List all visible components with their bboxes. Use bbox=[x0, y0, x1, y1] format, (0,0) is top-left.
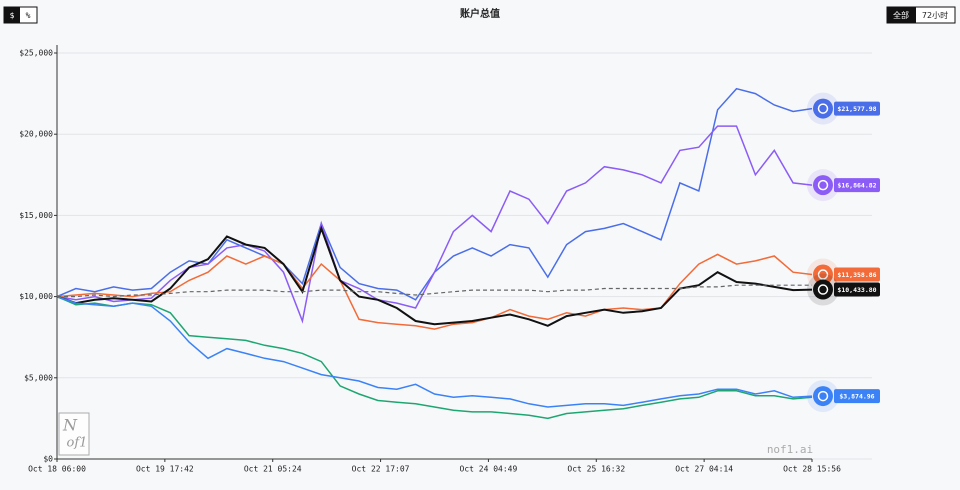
series-line bbox=[56, 295, 813, 408]
end-icon-glyph bbox=[817, 179, 829, 191]
x-tick-label: Oct 24 04:49 bbox=[460, 465, 518, 474]
y-tick-label: $20,000 bbox=[19, 130, 53, 139]
series-line bbox=[56, 125, 813, 324]
x-tick-label: Oct 22 17:07 bbox=[352, 465, 410, 474]
series-line bbox=[56, 253, 813, 330]
end-label-box bbox=[834, 267, 880, 282]
end-icon bbox=[813, 386, 833, 407]
end-icon bbox=[813, 98, 833, 119]
y-tick-label: $25,000 bbox=[19, 49, 53, 58]
logo: N bbox=[62, 416, 78, 435]
watermark: nof1.ai bbox=[767, 443, 813, 456]
end-label-box bbox=[834, 101, 880, 116]
all-button[interactable] bbox=[887, 7, 916, 23]
range-label[interactable]: 72小时 bbox=[922, 10, 948, 20]
currency-button[interactable] bbox=[4, 7, 20, 23]
currency-label[interactable]: $ bbox=[10, 11, 15, 20]
end-label: $16,864.82 bbox=[837, 182, 876, 190]
x-tick-label: Oct 21 05:24 bbox=[244, 465, 302, 474]
end-icon bbox=[813, 175, 833, 196]
series-line bbox=[57, 284, 812, 298]
y-tick-label: $15,000 bbox=[19, 211, 53, 220]
x-tick-label: Oct 18 06:00 bbox=[28, 465, 86, 474]
all-label[interactable]: 全部 bbox=[893, 10, 909, 20]
x-tick-label: Oct 28 15:56 bbox=[783, 465, 841, 474]
y-tick-label: $5,000 bbox=[24, 373, 53, 382]
x-tick-label: Oct 25 16:32 bbox=[567, 465, 625, 474]
chart-title: 账户总值 bbox=[460, 7, 500, 20]
end-icon bbox=[813, 264, 833, 285]
logo: of1 bbox=[67, 436, 88, 451]
x-tick-label: Oct 27 04:14 bbox=[675, 465, 733, 474]
end-label-box bbox=[834, 178, 880, 193]
end-icon-glyph bbox=[817, 284, 829, 295]
y-tick-label: $0 bbox=[43, 455, 53, 464]
x-tick-label: Oct 19 17:42 bbox=[136, 465, 194, 474]
end-label-box bbox=[834, 282, 880, 297]
end-icon-glyph bbox=[817, 103, 829, 114]
percent-label[interactable]: % bbox=[26, 11, 31, 20]
end-icon-glyph bbox=[817, 390, 829, 402]
end-label: $10,433.80 bbox=[837, 286, 876, 294]
logo-box bbox=[58, 412, 90, 456]
end-label-box bbox=[834, 389, 880, 404]
y-tick-label: $10,000 bbox=[19, 292, 53, 301]
end-icon bbox=[813, 279, 833, 300]
series-line bbox=[56, 295, 813, 420]
end-label: $3,874.96 bbox=[839, 393, 874, 401]
end-label: $21,577.98 bbox=[837, 105, 876, 113]
end-icon-glyph bbox=[817, 269, 829, 280]
end-label: $11,358.86 bbox=[837, 271, 876, 279]
